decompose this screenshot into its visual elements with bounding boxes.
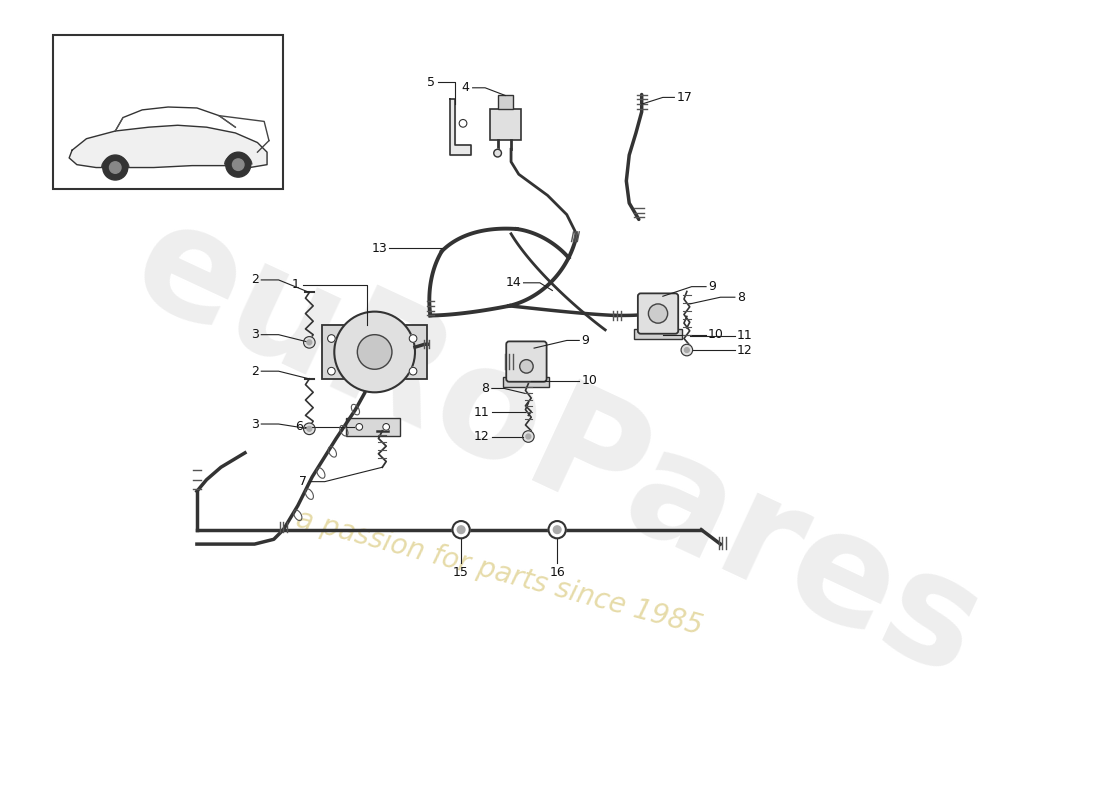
Circle shape [232, 159, 244, 170]
Circle shape [648, 304, 668, 323]
Bar [634, 329, 682, 338]
Text: 6: 6 [295, 420, 302, 434]
Text: 5: 5 [427, 75, 436, 89]
Text: 7: 7 [299, 475, 307, 488]
Bar [504, 377, 550, 386]
Circle shape [494, 150, 502, 157]
Text: 1: 1 [292, 278, 299, 291]
Text: 13: 13 [372, 242, 387, 254]
Text: 8: 8 [737, 290, 745, 304]
Circle shape [226, 152, 251, 177]
Circle shape [684, 348, 690, 353]
Text: 2: 2 [252, 365, 260, 378]
Circle shape [526, 434, 530, 439]
Bar [490, 109, 520, 140]
Text: 3: 3 [252, 328, 260, 341]
Circle shape [458, 526, 465, 534]
Circle shape [681, 344, 693, 356]
Text: 4: 4 [462, 82, 470, 94]
Circle shape [110, 162, 121, 174]
Circle shape [522, 430, 535, 442]
Text: a passion for parts since 1985: a passion for parts since 1985 [294, 505, 706, 641]
Text: 2: 2 [252, 274, 260, 286]
Text: 10: 10 [708, 328, 724, 341]
Bar [53, 35, 284, 189]
Text: euRoPares: euRoPares [111, 187, 1003, 709]
Circle shape [334, 312, 415, 392]
Text: 12: 12 [737, 343, 752, 357]
Bar [497, 95, 513, 109]
Text: 15: 15 [453, 566, 469, 579]
FancyBboxPatch shape [506, 342, 547, 382]
Text: 16: 16 [549, 566, 565, 579]
Circle shape [549, 521, 565, 538]
Polygon shape [450, 99, 471, 155]
Polygon shape [69, 126, 267, 167]
Circle shape [328, 367, 336, 375]
Circle shape [356, 423, 363, 430]
Text: 17: 17 [676, 91, 692, 104]
Bar [322, 325, 428, 379]
Circle shape [383, 423, 389, 430]
Circle shape [409, 367, 417, 375]
Text: 8: 8 [481, 382, 490, 395]
Text: 12: 12 [473, 430, 490, 443]
Circle shape [307, 426, 311, 431]
Text: 9: 9 [581, 334, 590, 347]
Text: 10: 10 [581, 374, 597, 387]
Circle shape [358, 334, 392, 370]
Text: 11: 11 [737, 329, 752, 342]
Circle shape [519, 360, 534, 373]
Circle shape [328, 334, 336, 342]
Text: 14: 14 [506, 276, 521, 290]
Circle shape [102, 155, 128, 180]
Text: 9: 9 [708, 280, 716, 293]
Circle shape [307, 340, 311, 345]
Circle shape [553, 526, 561, 534]
Circle shape [452, 521, 470, 538]
Text: 3: 3 [252, 418, 260, 430]
Circle shape [459, 119, 466, 127]
Circle shape [409, 334, 417, 342]
Circle shape [304, 423, 315, 434]
Circle shape [304, 337, 315, 348]
Bar [345, 418, 399, 435]
Text: 11: 11 [473, 406, 490, 419]
FancyBboxPatch shape [638, 294, 679, 334]
